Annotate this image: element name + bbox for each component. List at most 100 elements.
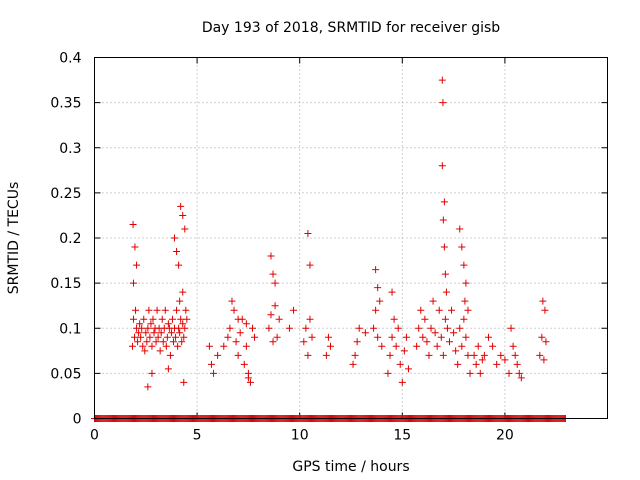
data-point <box>450 329 458 337</box>
data-point <box>275 315 283 323</box>
data-point <box>135 329 143 337</box>
data-point <box>228 297 236 305</box>
data-point <box>353 338 361 346</box>
data-point <box>324 333 332 341</box>
data-point <box>438 162 446 170</box>
data-point <box>290 306 298 314</box>
data-point <box>458 243 466 251</box>
data-point <box>542 338 550 346</box>
data-point <box>145 306 153 314</box>
data-point <box>182 306 190 314</box>
y-tick-label: 0.35 <box>50 96 81 112</box>
data-point <box>136 320 144 328</box>
data-point <box>242 320 250 328</box>
data-point <box>144 324 152 332</box>
data-point <box>224 333 232 341</box>
data-point <box>181 225 189 233</box>
data-point <box>427 324 435 332</box>
data-point <box>480 351 488 359</box>
grid <box>94 57 608 419</box>
data-point <box>161 306 169 314</box>
data-point <box>372 266 380 274</box>
data-point <box>220 342 228 350</box>
data-point <box>174 342 182 350</box>
data-point <box>137 333 145 341</box>
data-point <box>509 342 517 350</box>
data-point <box>168 315 176 323</box>
data-point <box>489 342 497 350</box>
data-point <box>173 248 181 256</box>
data-point <box>390 315 398 323</box>
x-tick-label: 0 <box>90 428 99 444</box>
data-point <box>176 329 184 337</box>
chart-title: Day 193 of 2018, SRMTID for receiver gis… <box>202 20 500 36</box>
data-point <box>150 329 158 337</box>
data-point <box>242 342 250 350</box>
data-point <box>388 288 396 296</box>
data-point <box>170 338 178 346</box>
data-point <box>177 315 185 323</box>
data-point <box>374 284 382 292</box>
x-tick-label: 5 <box>193 428 202 444</box>
x-tick-label: 15 <box>393 428 411 444</box>
data-point <box>474 342 482 350</box>
data-point <box>180 378 188 386</box>
y-tick-label: 0 <box>73 412 82 428</box>
data-point <box>539 297 547 305</box>
data-point <box>439 99 447 107</box>
data-point <box>538 333 546 341</box>
data-point <box>134 338 142 346</box>
data-point <box>146 333 154 341</box>
data-point <box>271 302 279 310</box>
data-point <box>205 342 213 350</box>
data-point <box>131 333 139 341</box>
data-point <box>540 356 548 364</box>
data-point <box>271 279 279 287</box>
data-point <box>147 320 155 328</box>
data-point <box>394 324 402 332</box>
data-point <box>129 279 137 287</box>
data-point <box>439 351 447 359</box>
data-point <box>505 369 513 377</box>
data-point <box>210 369 218 377</box>
plot-frame <box>94 57 608 419</box>
data-point <box>158 315 166 323</box>
data-point <box>423 338 431 346</box>
data-point <box>461 297 469 305</box>
data-point <box>162 342 170 350</box>
data-point <box>214 351 222 359</box>
data-point <box>306 261 314 269</box>
data-point <box>308 333 316 341</box>
y-tick-label: 0.05 <box>50 366 81 382</box>
data-point <box>285 324 293 332</box>
data-point <box>171 234 179 242</box>
data-point <box>445 338 453 346</box>
data-point <box>386 351 394 359</box>
data-point <box>437 333 445 341</box>
data-point <box>176 297 184 305</box>
data-point <box>441 270 449 278</box>
y-tick-label: 0.4 <box>59 51 81 67</box>
data-point <box>517 374 525 382</box>
data-point <box>267 252 275 260</box>
data-point <box>376 297 384 305</box>
data-point <box>175 261 183 269</box>
data-point <box>398 378 406 386</box>
data-point <box>370 324 378 332</box>
data-point <box>433 342 441 350</box>
data-point <box>240 360 248 368</box>
data-points <box>91 76 569 422</box>
data-point <box>484 333 492 341</box>
data-point <box>183 315 191 323</box>
data-point <box>493 360 501 368</box>
data-point <box>163 333 171 341</box>
data-point <box>153 306 161 314</box>
data-point <box>349 360 357 368</box>
data-point <box>462 333 470 341</box>
data-point <box>138 324 146 332</box>
data-point <box>179 211 187 219</box>
data-point <box>438 76 446 84</box>
data-point <box>164 365 172 373</box>
data-point <box>413 342 421 350</box>
